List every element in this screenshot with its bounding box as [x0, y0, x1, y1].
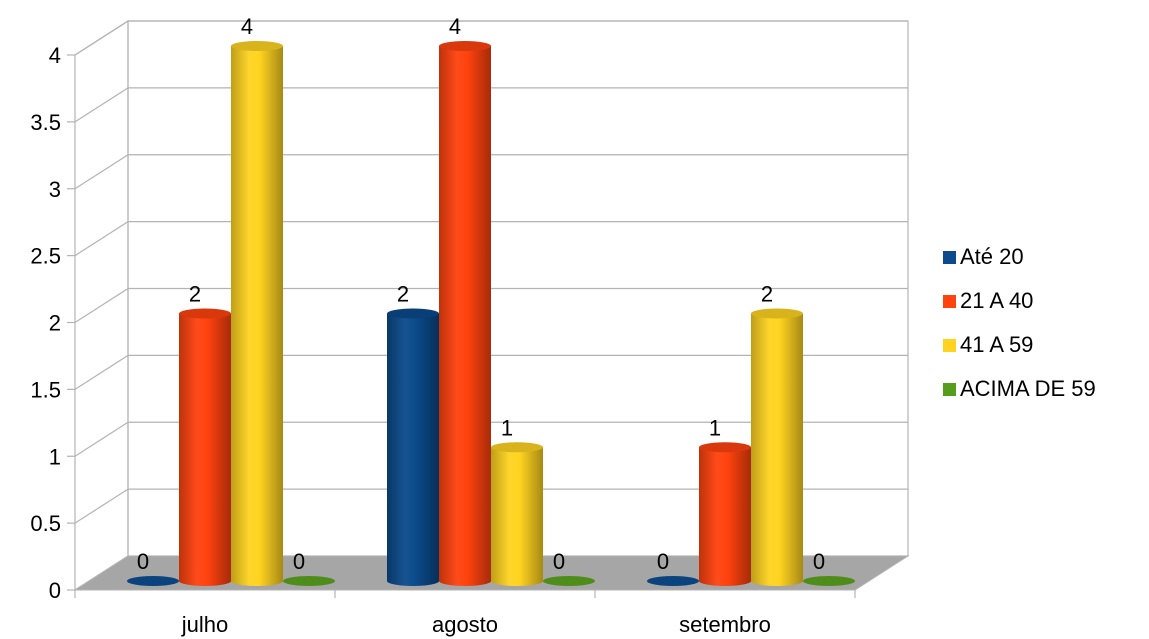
data-label: 0	[293, 549, 305, 574]
bar-top	[491, 442, 543, 453]
bar-top	[231, 41, 283, 51]
gridline	[74, 354, 129, 390]
legend-item: 41 A 59	[943, 332, 1033, 357]
bar-body	[491, 447, 543, 586]
legend-label: 21 A 40	[960, 288, 1033, 313]
bar-zero-disc	[543, 576, 595, 586]
gridline	[74, 221, 129, 257]
bar-zero-disc	[127, 576, 179, 586]
bar-top	[699, 442, 751, 453]
legend-item: 21 A 40	[943, 288, 1033, 313]
data-label: 0	[137, 549, 149, 574]
y-tick-label: 2	[49, 311, 61, 336]
legend-item: Até 20	[943, 244, 1024, 269]
data-label: 0	[657, 549, 669, 574]
bar-top	[439, 41, 491, 51]
legend-swatch	[943, 339, 956, 352]
x-tick-label: setembro	[679, 612, 771, 637]
gridline	[74, 154, 129, 190]
bar-body	[439, 46, 491, 586]
bar-top	[179, 308, 231, 319]
y-tick-label: 1.5	[30, 377, 61, 402]
gridline	[74, 488, 129, 524]
y-tick-label: 3	[49, 177, 61, 202]
legend-label: 41 A 59	[960, 332, 1033, 357]
x-tick-label: agosto	[432, 612, 498, 637]
bar	[543, 576, 595, 586]
x-tick-label: julho	[181, 612, 228, 637]
legend-label: Até 20	[960, 244, 1024, 269]
data-label: 1	[709, 415, 721, 440]
data-label: 4	[241, 14, 253, 39]
bar	[491, 442, 543, 586]
legend-swatch	[943, 251, 956, 264]
y-tick-label: 3.5	[30, 110, 61, 135]
bar	[179, 308, 231, 586]
bar	[699, 442, 751, 586]
data-label: 2	[189, 282, 201, 307]
legend: Até 20 21 A 40 41 A 59 ACIMA DE 59	[943, 244, 1096, 401]
bar	[647, 576, 699, 586]
legend-swatch	[943, 295, 956, 308]
bar	[127, 576, 179, 586]
y-tick-label: 0.5	[30, 511, 61, 536]
bar-zero-disc	[803, 576, 855, 586]
bar	[751, 308, 803, 586]
gridline	[74, 421, 129, 457]
bar-body	[751, 313, 803, 586]
bar-zero-disc	[647, 576, 699, 586]
bar	[803, 576, 855, 586]
data-label: 1	[501, 415, 513, 440]
bar-top	[751, 308, 803, 319]
data-label: 2	[397, 282, 409, 307]
y-tick-label: 1	[49, 444, 61, 469]
gridline	[74, 87, 129, 123]
y-tick-label: 0	[49, 578, 61, 603]
bar	[387, 308, 439, 586]
bar-body	[699, 447, 751, 586]
data-label: 0	[553, 549, 565, 574]
gridline	[74, 287, 129, 324]
bar	[283, 576, 335, 586]
bar	[231, 41, 283, 586]
data-labels: 0 2 4 0 2 4 1 0 0 1 2 0	[137, 14, 825, 574]
bar	[439, 41, 491, 586]
bar-zero-disc	[283, 576, 335, 586]
data-label: 2	[761, 282, 773, 307]
legend-item: ACIMA DE 59	[943, 376, 1096, 401]
legend-label: ACIMA DE 59	[960, 376, 1096, 401]
bars	[127, 41, 855, 586]
gridline	[74, 20, 129, 56]
bar-body	[231, 46, 283, 586]
bar-top	[387, 308, 439, 319]
bar-body	[179, 313, 231, 586]
data-label: 4	[449, 14, 461, 39]
axes: 0 0.5 1 1.5 2 2.5 3 3.5 4 julho agosto setembro	[30, 43, 856, 637]
data-label: 0	[813, 549, 825, 574]
legend-swatch	[943, 383, 956, 396]
y-tick-label: 4	[49, 43, 61, 68]
y-tick-label: 2.5	[30, 244, 61, 269]
bar-body	[387, 313, 439, 586]
